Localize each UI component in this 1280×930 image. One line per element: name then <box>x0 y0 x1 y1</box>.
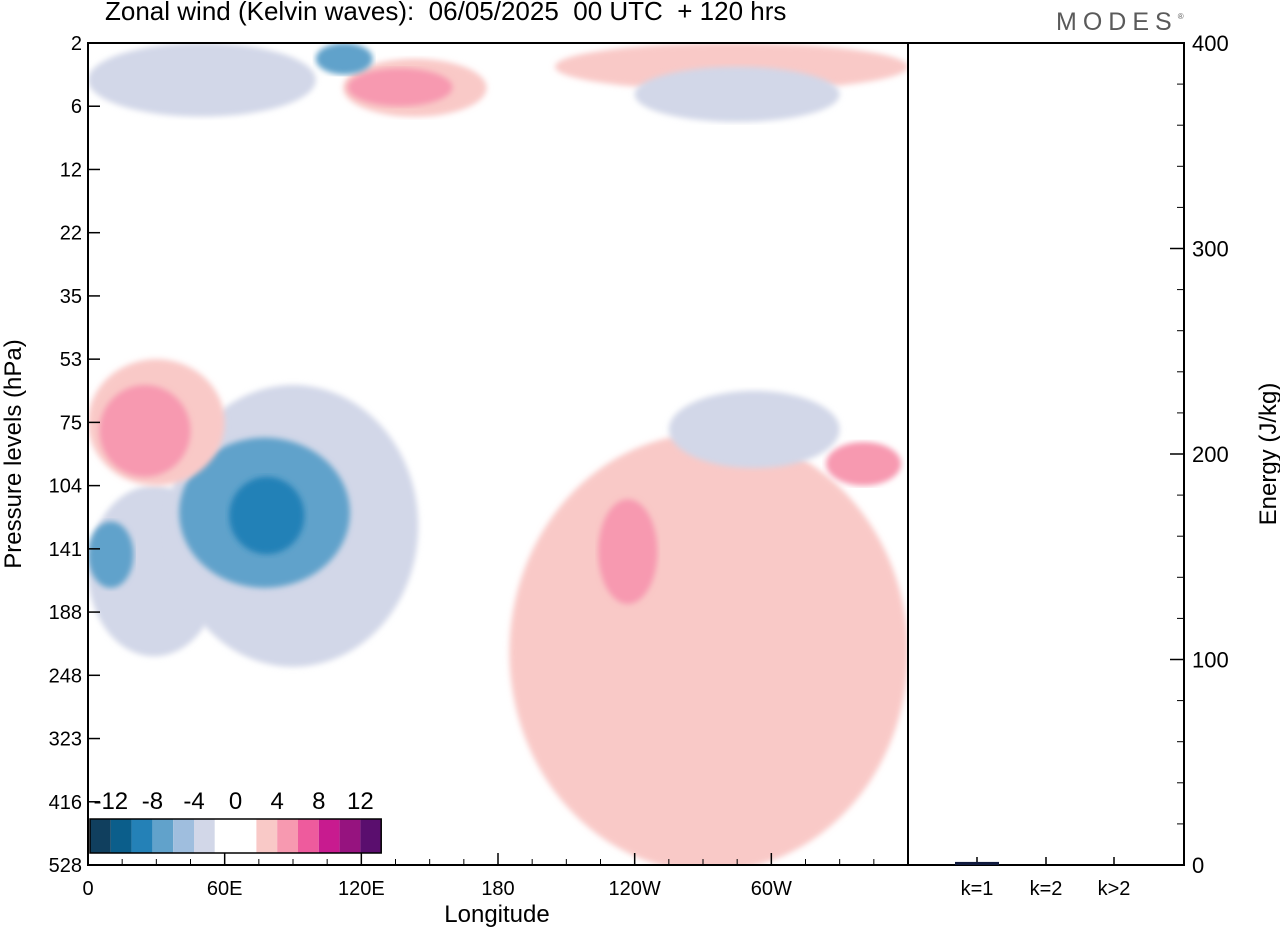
energy-axis-label: Energy (J/kg) <box>1255 383 1280 526</box>
x-tick-label: 60W <box>751 878 792 900</box>
energy-tick-label: 100 <box>1192 648 1229 673</box>
easterly-anomaly-region-16 <box>315 43 373 75</box>
y-axis-label: Pressure levels (hPa) <box>0 339 27 568</box>
y-tick-label: 323 <box>49 729 82 751</box>
westerly-anomaly-region-7 <box>509 433 908 865</box>
x-tick-label: 120W <box>609 878 661 900</box>
colorbar-swatch <box>277 819 298 853</box>
colorbar-swatch <box>235 819 257 853</box>
energy-panel: 0 100 200 300 400 k=1 k=2 k>2 <box>955 31 1229 900</box>
easterly-anomaly-region-10 <box>668 390 840 469</box>
pressure-axis: 2 6 12 22 35 53 75 104 141 188 248 323 416 528 <box>49 33 100 877</box>
modes-logo: MODES® <box>1056 8 1184 36</box>
colorbar-label: -8 <box>142 788 163 815</box>
colorbar-swatch <box>318 819 340 853</box>
energy-bar-k=1 <box>955 861 999 865</box>
energy-frame <box>907 42 1185 866</box>
easterly-anomaly-region-1 <box>88 521 134 588</box>
colorbar-label: -12 <box>93 788 128 815</box>
y-tick-label: 104 <box>49 476 82 498</box>
y-tick-label: 528 <box>49 855 82 877</box>
y-tick-label: 75 <box>60 412 82 434</box>
easterly-anomaly-region-14 <box>634 66 840 123</box>
colorbar-swatch <box>110 819 132 853</box>
colorbar-frame <box>89 818 382 854</box>
y-tick-label: 22 <box>60 223 82 245</box>
chart-title: Zonal wind (Kelvin waves): 06/05/2025 00… <box>105 0 787 26</box>
colorbar-swatch <box>298 819 319 853</box>
colorbar-swatch <box>339 819 361 853</box>
colorbar-swatch <box>360 819 382 853</box>
westerly-anomaly-region-6 <box>99 385 191 477</box>
colorbar-swatch <box>90 819 111 853</box>
colorbar-label: 0 <box>229 788 242 815</box>
y-tick-label: 6 <box>71 96 82 118</box>
westerly-anomaly-region-8 <box>598 499 658 605</box>
colorbar-legend: -12 -8 -4 0 4 8 12 <box>89 788 382 854</box>
colorbar-swatch <box>152 819 174 853</box>
colorbar-swatch <box>131 819 153 853</box>
x-axis-label: Longitude <box>444 901 549 928</box>
energy-tick-label: 400 <box>1192 31 1229 56</box>
y-tick-label: 141 <box>49 539 82 561</box>
colorbar-label: 12 <box>347 788 374 815</box>
westerly-anomaly-region-9 <box>826 442 902 486</box>
energy-cat-label: k>2 <box>1098 878 1131 900</box>
longitude-axis: 0 60E 120E 180 120W 60W <box>82 853 875 900</box>
colorbar-label: -4 <box>183 788 204 815</box>
colorbar-label: 4 <box>271 788 284 815</box>
y-tick-label: 2 <box>71 33 82 55</box>
y-tick-label: 12 <box>60 159 82 181</box>
energy-cat-label: k=2 <box>1030 878 1063 900</box>
x-tick-label: 120E <box>338 878 385 900</box>
energy-tick-label: 0 <box>1192 853 1204 878</box>
colorbar-label: 8 <box>312 788 325 815</box>
colorbar-swatch <box>173 819 194 853</box>
x-tick-label: 0 <box>82 878 93 900</box>
energy-tick-label: 200 <box>1192 442 1229 467</box>
y-tick-label: 188 <box>49 602 82 624</box>
easterly-anomaly-region-15 <box>88 43 316 117</box>
colorbar-swatch <box>256 819 278 853</box>
colorbar-swatch <box>214 819 236 853</box>
y-tick-label: 416 <box>49 792 82 814</box>
x-tick-label: 60E <box>207 878 243 900</box>
energy-cat-label: k=1 <box>961 878 994 900</box>
y-tick-label: 35 <box>60 286 82 308</box>
energy-tick-label: 300 <box>1192 237 1229 262</box>
contour-regions <box>88 43 908 865</box>
colorbar-swatch <box>194 819 215 853</box>
easterly-anomaly-region-4 <box>229 476 305 555</box>
y-tick-label: 53 <box>60 349 82 371</box>
westerly-anomaly-region-12 <box>347 68 453 107</box>
x-tick-label: 180 <box>481 878 514 900</box>
y-tick-label: 248 <box>49 665 82 687</box>
